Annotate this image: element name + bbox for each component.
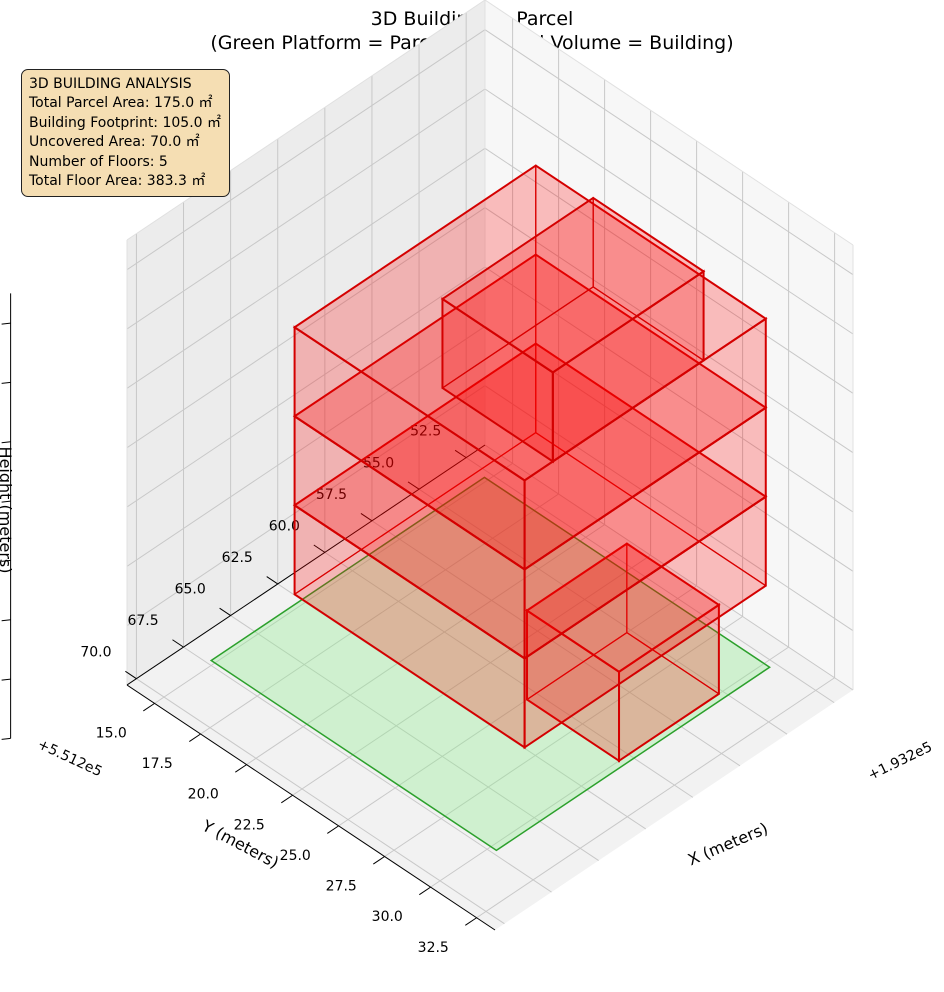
y-tick-mark bbox=[266, 576, 279, 585]
x-tick-label: 30.0 bbox=[372, 909, 403, 925]
z-tick-mark bbox=[1, 381, 11, 384]
plot-marks bbox=[209, 164, 771, 852]
x-tick-mark bbox=[143, 702, 155, 712]
left-wall-pane bbox=[127, 0, 485, 685]
x-tick-label: 25.0 bbox=[280, 848, 311, 864]
z-gridline-left bbox=[126, 88, 486, 330]
x-tick-label: 27.5 bbox=[326, 879, 357, 895]
x-tick-mark bbox=[419, 886, 431, 896]
z-gridline-left bbox=[126, 207, 486, 449]
y-gridline-floor bbox=[230, 615, 599, 861]
y-tick-mark bbox=[454, 449, 467, 459]
z-tick-mark bbox=[1, 441, 11, 444]
axis-lines bbox=[10, 293, 496, 931]
y-tick-mark bbox=[219, 607, 231, 616]
floor-pane bbox=[127, 445, 853, 930]
y-tick-label: 67.5 bbox=[127, 613, 158, 629]
y-tick-label: 70.0 bbox=[80, 645, 111, 661]
y-tick-label: 52.5 bbox=[410, 424, 441, 440]
z-gridline-left bbox=[126, 29, 486, 271]
info-line-floors: Number of Floors: 5 bbox=[29, 153, 168, 170]
z-gridline-left bbox=[126, 385, 486, 627]
z-gridline-right bbox=[484, 207, 854, 454]
y-tick-mark bbox=[172, 639, 184, 648]
y-gridline-floor bbox=[324, 551, 694, 798]
axes-panes bbox=[127, 0, 853, 930]
x-gridline-floor bbox=[476, 677, 835, 919]
z-gridline-right bbox=[484, 88, 854, 335]
z-tick-mark bbox=[1, 322, 11, 325]
x-tick-label: 22.5 bbox=[234, 817, 265, 833]
x-tick-mark bbox=[465, 917, 477, 926]
y-gridline-floor bbox=[136, 678, 505, 925]
x-tick-label: 20.0 bbox=[188, 787, 219, 803]
y-gridline-floor bbox=[418, 488, 788, 735]
z-gridline-right bbox=[484, 29, 854, 276]
x-tick-mark bbox=[235, 764, 247, 773]
tick-labels: 15.017.520.022.525.027.530.032.552.555.0… bbox=[1, 322, 477, 956]
y-gridline-floor bbox=[465, 457, 835, 704]
z-gridline-left bbox=[126, 266, 486, 508]
z-tick-mark bbox=[1, 559, 11, 562]
x-tick-label: 32.5 bbox=[418, 940, 449, 956]
info-line-uncovered: Uncovered Area: 70.0 ㎡ bbox=[29, 134, 200, 151]
z-axis-label: Height (meters) bbox=[0, 447, 15, 574]
x-tick-mark bbox=[281, 794, 293, 804]
z-gridline-right bbox=[484, 385, 854, 632]
info-line-parcel-area: Total Parcel Area: 175.0 ㎡ bbox=[29, 95, 213, 112]
info-line-footprint: Building Footprint: 105.0 ㎡ bbox=[29, 114, 222, 131]
y-tick-label: 57.5 bbox=[316, 487, 347, 503]
x-tick-mark bbox=[327, 825, 339, 834]
y-tick-mark bbox=[313, 544, 326, 553]
right-wall-pane bbox=[485, 0, 853, 690]
z-tick-mark bbox=[1, 737, 11, 740]
x-tick-label: 15.0 bbox=[96, 725, 127, 741]
building-face bbox=[292, 164, 768, 482]
z-gridline-right bbox=[484, 444, 854, 691]
x-tick-label: 17.5 bbox=[142, 756, 173, 772]
z-tick-mark bbox=[1, 619, 11, 622]
y-offset-label: +5.512e5 bbox=[35, 736, 105, 780]
y-tick-label: 62.5 bbox=[222, 550, 253, 566]
y-tick-mark bbox=[360, 513, 373, 522]
building-floor-1 bbox=[525, 542, 721, 763]
z-gridline-right bbox=[484, 266, 854, 513]
x-axis-line bbox=[126, 684, 496, 931]
x-tick-mark bbox=[189, 733, 201, 742]
y-tick-mark bbox=[125, 670, 137, 680]
y-gridline-floor bbox=[371, 520, 741, 767]
building-face bbox=[525, 542, 721, 674]
z-tick-mark bbox=[1, 500, 11, 503]
z-gridline-left bbox=[126, 325, 486, 567]
x-axis-label: X (meters) bbox=[685, 819, 771, 870]
info-heading: 3D BUILDING ANALYSIS bbox=[29, 76, 192, 92]
info-line-floor-area: Total Floor Area: 383.3 ㎡ bbox=[29, 173, 206, 190]
x-tick-mark bbox=[373, 856, 385, 865]
pane-edge bbox=[484, 0, 854, 246]
z-gridline-left bbox=[126, 147, 486, 389]
building-face bbox=[440, 196, 706, 374]
analysis-info-box: 3D BUILDING ANALYSIS Total Parcel Area: … bbox=[21, 69, 230, 198]
y-axis-line bbox=[126, 444, 486, 686]
y-tick-mark bbox=[407, 481, 420, 490]
z-tick-mark bbox=[1, 678, 11, 681]
y-gridline-floor bbox=[183, 646, 552, 893]
pane-edge bbox=[126, 0, 486, 241]
y-tick-label: 65.0 bbox=[175, 582, 206, 598]
z-gridline-right bbox=[484, 147, 854, 394]
building-floor-5 bbox=[440, 196, 706, 464]
x-offset-label: +1.932e5 bbox=[866, 739, 935, 784]
y-tick-label: 60.0 bbox=[269, 518, 300, 534]
